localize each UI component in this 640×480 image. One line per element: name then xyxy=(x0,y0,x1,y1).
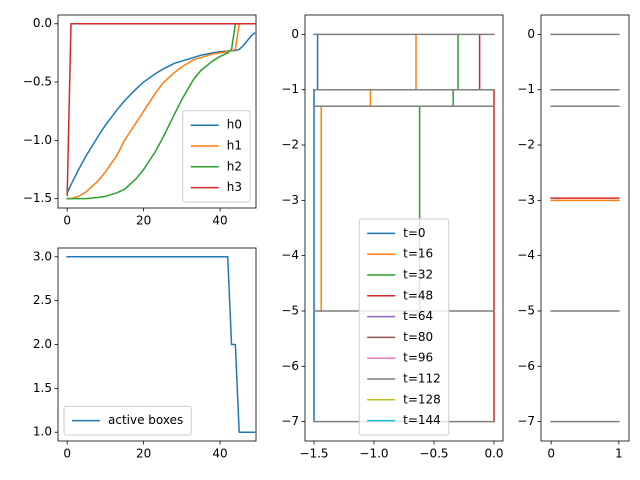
legend-label: t=96 xyxy=(403,351,433,365)
legend-label: t=16 xyxy=(403,247,433,261)
x-tick-label: 20 xyxy=(136,447,151,461)
legend-label: t=144 xyxy=(403,413,441,427)
line-series xyxy=(66,256,256,433)
legend-label: t=80 xyxy=(403,330,433,344)
y-tick-label: −2 xyxy=(281,138,299,152)
x-tick-label: 1 xyxy=(615,447,623,461)
axes: 0 20 40 3.0 2.5 2.0 1.5 1.0 active boxes xyxy=(33,247,257,461)
axes-frame xyxy=(57,247,257,442)
y-tick-label: −4 xyxy=(517,248,535,262)
axes-frame xyxy=(540,14,630,442)
legend-label: active boxes xyxy=(108,413,183,427)
y-tick-label: −1 xyxy=(517,82,535,96)
y-tick-label: −4 xyxy=(281,248,299,262)
y-tick-label: 2.0 xyxy=(33,337,52,351)
x-tick-label: 0 xyxy=(547,447,555,461)
y-tick-label: −0.5 xyxy=(23,75,52,89)
x-tick-label: −1.5 xyxy=(299,447,328,461)
legend: h0 h1 h2 h3 xyxy=(182,110,251,203)
x-tick-label: 40 xyxy=(212,447,227,461)
y-tick-label: −3 xyxy=(517,193,535,207)
axes: 0 1 0 −1 −2 −3 −4 −5 −6 −7 xyxy=(517,14,630,461)
legend-label: h3 xyxy=(227,180,242,194)
legend-label: t=64 xyxy=(403,309,433,323)
legend-label: h1 xyxy=(227,139,242,153)
plot-area xyxy=(313,33,495,423)
y-tick-label: −6 xyxy=(517,359,535,373)
legend: active boxes xyxy=(63,405,192,436)
x-tick-label: 20 xyxy=(136,214,151,228)
line-series xyxy=(66,22,256,196)
y-tick-label: −2 xyxy=(517,138,535,152)
line-series xyxy=(66,22,256,200)
axes-frame xyxy=(57,14,257,209)
x-tick-label: −1.0 xyxy=(359,447,388,461)
legend-frame xyxy=(358,218,450,436)
y-tick-label: 3.0 xyxy=(33,249,52,263)
legend-frame xyxy=(63,405,192,436)
y-tick-label: 1.0 xyxy=(33,425,52,439)
y-tick-label: 0 xyxy=(527,27,535,41)
x-tick-label: 0.0 xyxy=(484,447,503,461)
axes: 0 20 40 0.0 −0.5 −1.0 −1.5 h0 h1 h2 h3 xyxy=(23,14,257,228)
x-tick-label: −0.5 xyxy=(419,447,448,461)
legend-label: t=128 xyxy=(403,392,441,406)
legend: t=0 t=16 t=32 t=48 t=64 t=80 t=96 t=112 t=128 t=1… xyxy=(358,218,450,436)
y-tick-label: 2.5 xyxy=(33,293,52,307)
y-tick-label: −3 xyxy=(281,193,299,207)
y-tick-label: 0.0 xyxy=(33,16,52,30)
plot-area xyxy=(66,256,256,433)
legend-label: h0 xyxy=(227,118,242,132)
y-tick-label: −6 xyxy=(281,359,299,373)
legend-frame xyxy=(182,110,251,203)
legend-label: t=32 xyxy=(403,268,433,282)
x-tick-label: 0 xyxy=(63,214,71,228)
legend-label: h2 xyxy=(227,159,242,173)
plot-area xyxy=(66,22,256,200)
legend-label: t=48 xyxy=(403,288,433,302)
y-tick-label: −1.0 xyxy=(23,133,52,147)
y-tick-label: 0 xyxy=(291,27,299,41)
legend-label: t=0 xyxy=(403,226,425,240)
y-tick-label: −7 xyxy=(281,414,299,428)
y-tick-label: −5 xyxy=(281,303,299,317)
line-series xyxy=(66,32,256,194)
y-tick-label: −7 xyxy=(517,414,535,428)
axes: −1.5 −1.0 −0.5 0.0 0 −1 −2 −3 −4 −5 −6 −7 t=0 t=16 t=3… xyxy=(281,14,504,461)
y-tick-label: −5 xyxy=(517,303,535,317)
y-tick-label: −1.5 xyxy=(23,191,52,205)
axes-frame xyxy=(304,14,504,442)
x-tick-label: 40 xyxy=(212,214,227,228)
y-tick-label: 1.5 xyxy=(33,381,52,395)
x-tick-label: 0 xyxy=(63,447,71,461)
plot-area xyxy=(550,33,620,423)
y-tick-label: −1 xyxy=(281,82,299,96)
legend-label: t=112 xyxy=(403,372,441,386)
